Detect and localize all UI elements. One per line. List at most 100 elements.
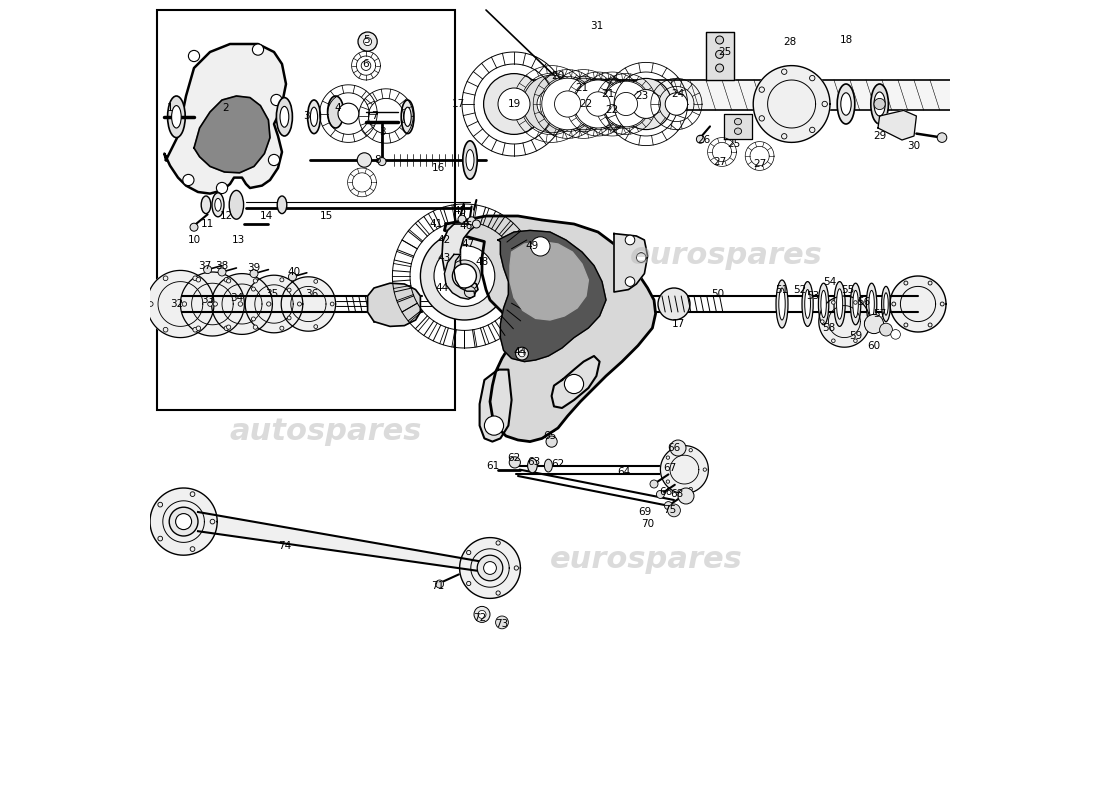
Circle shape: [865, 320, 868, 323]
Text: 59: 59: [849, 331, 862, 341]
Text: 57: 57: [873, 309, 887, 318]
Polygon shape: [211, 274, 273, 334]
Ellipse shape: [716, 50, 724, 58]
Circle shape: [832, 301, 835, 304]
Circle shape: [904, 281, 907, 285]
Polygon shape: [498, 230, 606, 362]
Text: 13: 13: [231, 235, 244, 245]
Ellipse shape: [852, 290, 858, 318]
Circle shape: [542, 78, 593, 130]
Text: eurospares: eurospares: [629, 242, 823, 270]
Text: 12: 12: [219, 211, 232, 221]
Circle shape: [631, 90, 660, 118]
Circle shape: [509, 457, 520, 468]
Polygon shape: [460, 538, 520, 598]
Circle shape: [297, 302, 301, 306]
Circle shape: [603, 82, 649, 126]
Circle shape: [330, 302, 334, 306]
Circle shape: [537, 90, 566, 118]
Text: 51: 51: [776, 285, 789, 294]
Circle shape: [468, 217, 475, 225]
Text: 32: 32: [169, 299, 183, 309]
Ellipse shape: [212, 193, 224, 217]
Circle shape: [937, 133, 947, 142]
Text: 8: 8: [375, 155, 382, 165]
Circle shape: [667, 456, 670, 459]
Circle shape: [496, 616, 508, 629]
Circle shape: [163, 276, 168, 281]
Circle shape: [821, 320, 824, 323]
Circle shape: [253, 325, 257, 330]
Circle shape: [522, 75, 581, 133]
Circle shape: [928, 281, 932, 285]
Circle shape: [268, 154, 279, 166]
Circle shape: [670, 440, 686, 456]
Text: eurospares: eurospares: [550, 546, 742, 574]
Text: 22: 22: [605, 106, 618, 115]
Ellipse shape: [869, 290, 874, 318]
Text: 17: 17: [451, 99, 464, 109]
Polygon shape: [245, 275, 302, 333]
Ellipse shape: [837, 289, 843, 319]
Text: 47: 47: [462, 239, 475, 249]
Text: 5: 5: [363, 35, 370, 45]
Ellipse shape: [308, 100, 320, 134]
Ellipse shape: [310, 107, 318, 126]
Polygon shape: [754, 66, 830, 142]
Ellipse shape: [821, 290, 826, 318]
Circle shape: [516, 347, 528, 360]
Circle shape: [759, 87, 764, 92]
Circle shape: [810, 127, 815, 133]
Circle shape: [287, 288, 292, 292]
Ellipse shape: [871, 84, 889, 124]
Ellipse shape: [735, 118, 741, 125]
Ellipse shape: [874, 92, 886, 116]
Circle shape: [364, 38, 372, 46]
Circle shape: [650, 480, 658, 488]
Text: 26: 26: [697, 135, 711, 145]
Text: 25: 25: [727, 139, 740, 149]
Text: 67: 67: [663, 463, 676, 473]
Ellipse shape: [834, 282, 845, 326]
Circle shape: [158, 536, 163, 541]
Ellipse shape: [528, 458, 537, 473]
Circle shape: [192, 276, 198, 281]
Circle shape: [625, 277, 635, 286]
Circle shape: [668, 504, 681, 517]
Circle shape: [519, 350, 525, 357]
Ellipse shape: [463, 141, 477, 179]
Circle shape: [496, 591, 500, 595]
Circle shape: [196, 278, 200, 282]
Text: 18: 18: [839, 35, 853, 45]
Circle shape: [458, 215, 466, 223]
Circle shape: [314, 279, 318, 283]
Circle shape: [531, 237, 550, 256]
Circle shape: [484, 416, 504, 435]
Polygon shape: [367, 283, 420, 326]
Circle shape: [224, 278, 229, 282]
Text: 3: 3: [378, 127, 385, 137]
Text: 53: 53: [806, 291, 820, 301]
Circle shape: [484, 74, 544, 134]
Text: 21: 21: [601, 90, 614, 99]
Text: 15: 15: [319, 211, 332, 221]
Text: 19: 19: [507, 99, 520, 109]
Circle shape: [696, 135, 704, 143]
Circle shape: [904, 323, 907, 327]
Ellipse shape: [805, 290, 811, 318]
Circle shape: [169, 507, 198, 536]
Text: 40: 40: [287, 267, 300, 277]
Circle shape: [338, 103, 359, 124]
Text: 71: 71: [431, 581, 444, 590]
Ellipse shape: [716, 64, 724, 72]
Circle shape: [781, 134, 786, 139]
Text: 37: 37: [198, 261, 211, 270]
Circle shape: [163, 327, 168, 332]
Text: 35: 35: [265, 290, 278, 299]
Circle shape: [625, 235, 635, 245]
Polygon shape: [878, 110, 916, 140]
Circle shape: [358, 153, 372, 167]
Polygon shape: [150, 488, 217, 555]
Circle shape: [601, 92, 625, 116]
Circle shape: [558, 78, 609, 130]
